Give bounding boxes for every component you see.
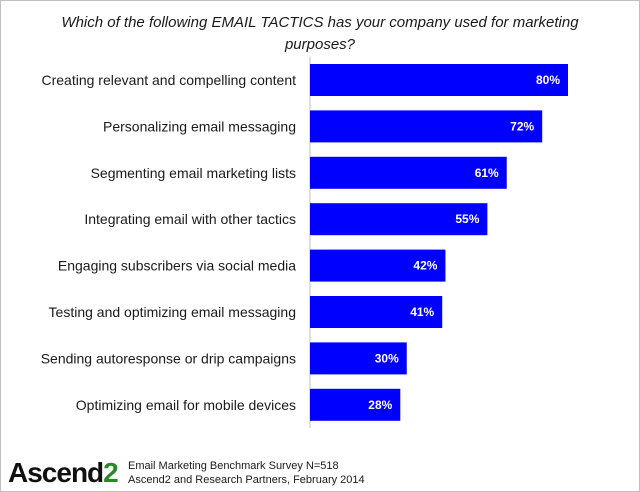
source-line-2: Ascend2 and Research Partners, February … [128,474,365,486]
bar [310,64,568,96]
data-label: 72% [510,119,534,133]
data-label: 41% [410,305,434,319]
bar [310,342,407,375]
chart-title: Which of the following EMAIL TACTICS has… [61,14,579,53]
data-label: 30% [375,351,399,365]
data-label: 28% [368,398,392,412]
bar [310,203,488,236]
data-label: 61% [475,166,499,180]
bar [310,156,507,189]
category-label: Sending autoresponse or drip campaigns [41,350,296,366]
logo-suffix: 2 [103,457,119,488]
ascend2-logo: Ascend2 [8,457,119,488]
source-note: Email Marketing Benchmark Survey N=518 A… [128,459,365,487]
category-label: Segmenting email marketing lists [91,165,296,181]
category-label: Creating relevant and compelling content [42,72,297,88]
category-label: Integrating email with other tactics [84,211,296,227]
bar [310,110,543,143]
logo-text: Ascend [8,457,104,488]
category-label: Personalizing email messaging [103,118,296,134]
data-label: 42% [413,259,437,273]
source-line-1: Email Marketing Benchmark Survey N=518 [128,460,339,472]
bar [310,296,443,328]
category-label: Testing and optimizing email messaging [49,304,296,320]
data-label: 55% [455,212,479,226]
category-label: Optimizing email for mobile devices [76,397,296,413]
category-label: Engaging subscribers via social media [58,258,296,274]
bar [310,249,446,282]
data-label: 80% [536,73,560,87]
bar [310,388,401,421]
